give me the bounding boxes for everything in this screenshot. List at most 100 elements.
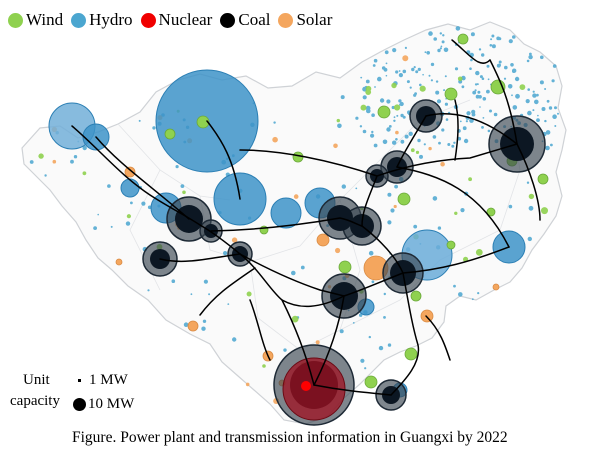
- hydro-station-dot: [362, 95, 367, 100]
- wind-station-dot: [410, 148, 415, 153]
- hydro-station-dot: [539, 80, 544, 85]
- hydro-station-dot: [525, 99, 530, 104]
- hydro-station-dot: [392, 48, 397, 53]
- wind-station-dot: [454, 211, 458, 215]
- solar-station-dot: [52, 159, 57, 164]
- hydro-station-dot: [401, 141, 404, 144]
- hydro-station-dot: [371, 113, 375, 117]
- hydro-station-dot: [387, 220, 392, 225]
- hydro-station-dot: [536, 93, 539, 97]
- hydro-station-dot: [475, 70, 480, 76]
- hydro-station-dot: [404, 46, 407, 50]
- hydro-station-dot: [399, 101, 404, 107]
- hydro-station-dot: [383, 316, 386, 319]
- capacity-large-label: 10 MW: [88, 396, 135, 412]
- hydro-station-dot: [474, 83, 478, 86]
- hydro-station-dot: [515, 93, 520, 99]
- legend-item-wind: Wind: [8, 10, 63, 30]
- hydro-station-dot: [390, 208, 395, 213]
- hydro-station-dot: [414, 92, 417, 95]
- solar-station-dot: [315, 340, 320, 345]
- hydro-station-dot: [368, 250, 374, 256]
- hydro-station-dot: [372, 64, 376, 67]
- hydro-station-dot: [537, 114, 539, 117]
- hydro-station-dot: [461, 85, 465, 89]
- hydro-station-dot: [398, 70, 401, 72]
- capacity-title-line2: capacity: [10, 393, 60, 409]
- wind-station-dot: [528, 193, 535, 200]
- blue-circle-icon: [71, 12, 87, 28]
- hydro-station-dot: [417, 67, 421, 71]
- wind-station-dot: [541, 207, 548, 215]
- hydro-station-dot: [471, 298, 474, 301]
- hydro-station-dot: [470, 58, 473, 62]
- hydro-station-dot: [138, 119, 141, 122]
- hydro-station-dot: [400, 113, 404, 118]
- wind-station-dot: [182, 190, 186, 195]
- hydro-station-dot: [443, 89, 446, 92]
- hydro-station-dot: [503, 77, 507, 80]
- hydro-station-dot: [447, 143, 451, 146]
- hydro-station-dot: [451, 144, 455, 148]
- hydro-station-dot: [387, 192, 392, 197]
- hydro-station-dot: [459, 120, 462, 123]
- hydro-station-dot: [552, 114, 557, 119]
- hydro-station-dot: [486, 64, 490, 68]
- hydro-station-dot: [406, 80, 410, 84]
- hydro-station-dot: [428, 31, 433, 36]
- hydro-station-dot: [411, 67, 415, 72]
- hydro-station-dot: [507, 84, 513, 89]
- hydro-station-dot: [394, 184, 398, 189]
- orange-circle-icon: [278, 12, 294, 28]
- solar-station-dot: [231, 237, 238, 243]
- hydro-station-dot: [409, 86, 412, 89]
- hydro-station-dot: [462, 126, 467, 131]
- legend-item-solar: Solar: [278, 10, 332, 30]
- wind-station-dot: [391, 82, 397, 89]
- hydro-station-dot: [415, 70, 419, 74]
- wind-station-dot: [519, 84, 526, 90]
- hydro-station-dot: [541, 107, 546, 111]
- legend-label-nuclear: Nuclear: [158, 10, 213, 29]
- wind-station-dot: [419, 85, 426, 92]
- hydro-station-dot: [378, 345, 384, 351]
- hydro-station-dot: [437, 226, 442, 230]
- hydro-station-dot: [402, 115, 406, 119]
- hydro-station-dot: [545, 145, 550, 151]
- hydro-station-dot: [527, 236, 532, 242]
- hydro-station-dot: [371, 130, 374, 134]
- hydro-station-dot: [532, 93, 537, 98]
- hydro-station-dot: [388, 125, 392, 128]
- hydro-station-dot: [510, 63, 514, 67]
- hydro-station-dot: [444, 102, 448, 106]
- hydro-station-dot: [508, 39, 513, 44]
- hydro-station-dot: [527, 88, 530, 91]
- hydro-station-dot: [404, 134, 409, 139]
- hydro-station-dot: [481, 53, 485, 57]
- wind-station-dot: [82, 171, 87, 176]
- wind-station-dot: [336, 118, 340, 123]
- hydro-station-dot: [379, 98, 385, 103]
- hydro-station-dot: [529, 52, 532, 56]
- hydro-station-dot: [443, 47, 449, 53]
- hydro-station-dot: [368, 335, 371, 339]
- hydro-station-dot: [435, 80, 439, 83]
- hydro-station-dot: [383, 292, 386, 296]
- hydro-station-dot: [479, 106, 481, 108]
- hydro-station-dot: [355, 116, 359, 120]
- hydro-station-dot: [532, 109, 535, 112]
- hydro-station-dot: [475, 94, 480, 99]
- hydro-station-dot: [341, 184, 346, 189]
- hydro-station-dot: [360, 358, 365, 363]
- hydro-station-dot: [395, 138, 398, 141]
- hydro-station-dot: [430, 79, 433, 82]
- hydro-station-dot: [362, 129, 367, 134]
- hydro-station-dot: [512, 105, 518, 110]
- hydro-station-dot: [408, 131, 413, 136]
- hydro-station-dot: [540, 55, 544, 60]
- hydro-station-dot: [203, 279, 208, 284]
- hydro-station-dot: [107, 184, 111, 188]
- hydro-station-dot: [478, 48, 482, 51]
- hydro-station-dot: [223, 251, 228, 256]
- hydro-station-dot: [465, 120, 468, 123]
